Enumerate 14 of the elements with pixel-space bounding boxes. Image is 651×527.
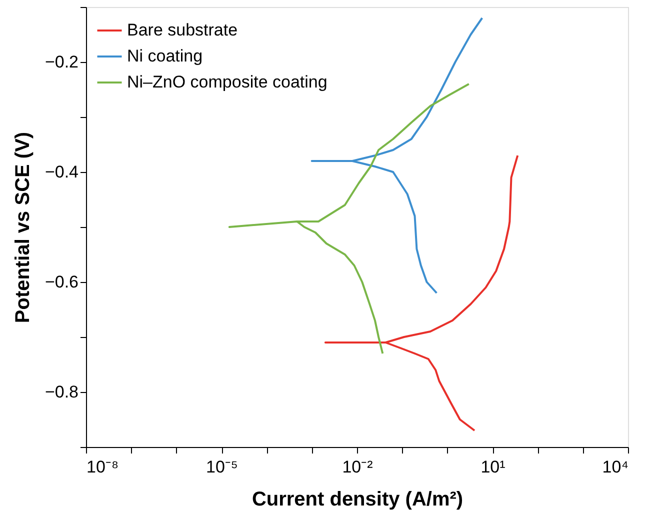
legend-label: Bare substrate [127,20,238,40]
y-tick-label: −0.2 [44,52,78,72]
y-tick-label: −0.4 [44,162,78,182]
y-tick-label: −0.8 [44,382,78,402]
y-tick-label: −0.6 [44,272,78,292]
legend-label: Ni coating [127,46,203,66]
legend-label: Ni–ZnO composite coating [127,72,328,92]
x-tick-label: 10⁻⁵ [206,458,238,476]
x-tick-label: 10⁻⁸ [86,458,119,476]
x-tick-label: 10¹ [480,458,506,476]
x-axis-title: Current density (A/m²) [252,488,464,510]
y-axis-title: Potential vs SCE (V) [12,132,34,324]
x-tick-label: 10⁴ [602,458,628,476]
x-tick-label: 10⁻² [342,458,374,476]
